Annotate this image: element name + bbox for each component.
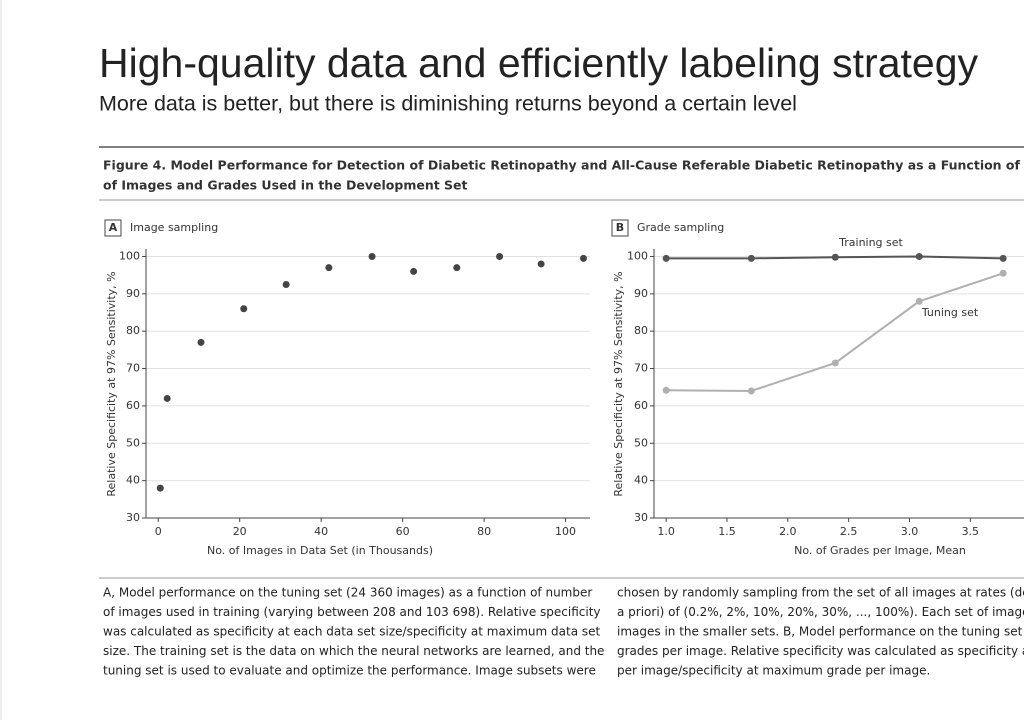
- point: [325, 264, 333, 272]
- annotation: Training set: [838, 236, 903, 249]
- y-tick-label: 30: [126, 511, 140, 524]
- y-tick-label: 40: [634, 474, 648, 487]
- x-axis-label: No. of Images in Data Set (in Thousands): [207, 544, 433, 557]
- y-tick-label: 80: [634, 324, 648, 337]
- panel-title: Image sampling: [130, 221, 218, 234]
- point: [496, 252, 504, 260]
- figure-note: images in the smaller sets. B, Model per…: [617, 625, 1024, 639]
- x-tick-label: 1.5: [718, 525, 736, 538]
- y-tick-label: 40: [126, 474, 140, 487]
- y-tick-label: 60: [126, 399, 140, 412]
- x-axis-label: No. of Grades per Image, Mean: [794, 544, 966, 557]
- point: [579, 254, 587, 262]
- x-tick-label: 3.5: [962, 525, 980, 538]
- y-axis-label: Relative Specificity at 97% Sensitivity,…: [105, 271, 118, 496]
- point: [831, 253, 839, 261]
- x-tick-label: 3.0: [901, 525, 919, 538]
- x-tick-label: 1.0: [657, 525, 675, 538]
- x-tick-label: 60: [396, 525, 410, 538]
- x-tick-label: 80: [477, 525, 491, 538]
- panel-box: [611, 219, 629, 237]
- figure-note: per image/specificity at maximum grade p…: [617, 664, 930, 678]
- point: [453, 264, 461, 272]
- y-tick-label: 100: [627, 249, 648, 262]
- panel-label: B: [616, 221, 624, 234]
- y-tick-label: 90: [126, 287, 140, 300]
- point: [999, 269, 1007, 277]
- line: [666, 272, 1004, 392]
- figure-caption: Figure 4. Model Performance for Detectio…: [103, 158, 1024, 173]
- figure-note: a priori) of (0.2%, 2%, 10%, 20%, 30%, .…: [617, 605, 1024, 619]
- figure-note: grades per image. Relative specificity w…: [617, 644, 1024, 658]
- x-tick-label: 2.0: [779, 525, 797, 538]
- point: [197, 338, 205, 346]
- point: [662, 386, 670, 394]
- y-tick-label: 30: [634, 511, 648, 524]
- point: [747, 254, 755, 262]
- figure-note: tuning set is used to evaluate and optim…: [103, 664, 596, 678]
- figure-note: was calculated as specificity at each da…: [103, 625, 601, 639]
- point: [410, 267, 418, 275]
- point: [915, 252, 923, 260]
- panel-box: [104, 219, 122, 237]
- figure-note: size. The training set is the data on wh…: [103, 644, 604, 658]
- x-tick-label: 2.5: [840, 525, 858, 538]
- point: [537, 260, 545, 268]
- y-tick-label: 50: [126, 436, 140, 449]
- y-tick-label: 70: [634, 362, 648, 375]
- point: [368, 252, 376, 260]
- point: [747, 387, 755, 395]
- y-tick-label: 50: [634, 436, 648, 449]
- x-tick-label: 0: [155, 525, 162, 538]
- annotation: Tuning set: [921, 306, 979, 319]
- y-axis-label: Relative Specificity at 97% Sensitivity,…: [612, 271, 625, 496]
- point: [240, 305, 248, 313]
- y-tick-label: 90: [634, 287, 648, 300]
- slide-subtitle: More data is better, but there is dimini…: [99, 92, 797, 116]
- slide-title: High-quality data and efficiently labeli…: [99, 40, 978, 86]
- point: [915, 297, 923, 305]
- panel-title: Grade sampling: [637, 221, 724, 234]
- figure-note: chosen by randomly sampling from the set…: [617, 586, 1024, 600]
- y-tick-label: 60: [634, 399, 648, 412]
- point: [831, 359, 839, 367]
- point: [282, 280, 290, 288]
- point: [156, 484, 164, 492]
- y-tick-label: 70: [126, 362, 140, 375]
- figure-caption: of Images and Grades Used in the Develop…: [103, 178, 468, 193]
- x-tick-label: 20: [233, 525, 247, 538]
- y-tick-label: 80: [126, 324, 140, 337]
- figure-note: of images used in training (varying betw…: [103, 605, 601, 619]
- figure-note: A, Model performance on the tuning set (…: [103, 586, 592, 600]
- y-tick-label: 100: [119, 249, 140, 262]
- x-tick-label: 100: [555, 525, 576, 538]
- point: [662, 254, 670, 262]
- point: [163, 394, 171, 402]
- point: [999, 254, 1007, 262]
- panel-label: A: [109, 221, 118, 234]
- x-tick-label: 40: [314, 525, 328, 538]
